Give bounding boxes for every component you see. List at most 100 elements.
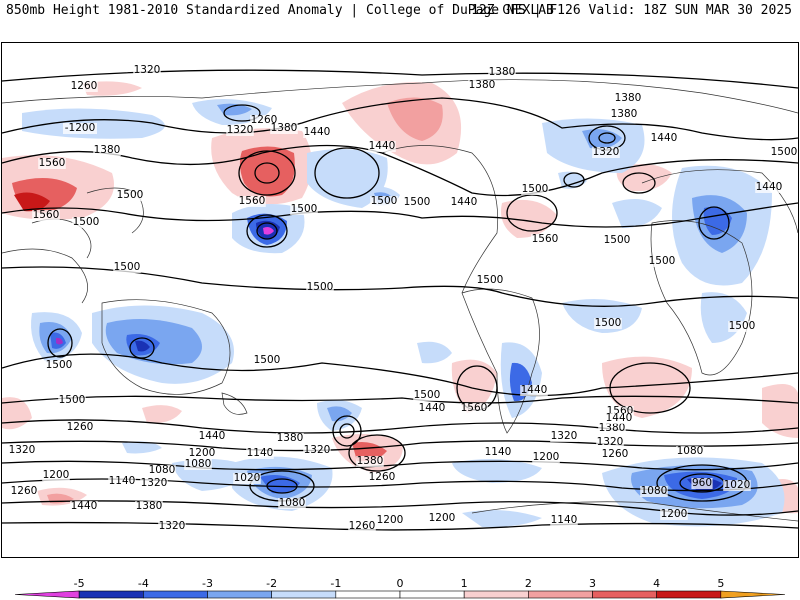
contour-label-bg <box>376 515 404 526</box>
height-contour <box>2 478 798 492</box>
contour-label: 1500 <box>117 189 144 201</box>
colorbar-tick-label: -2 <box>266 578 277 590</box>
contour-label: -1200 <box>65 122 96 134</box>
contour-label: 1080 <box>185 458 212 470</box>
anomaly-fill-pos <box>142 405 182 424</box>
height-contour <box>2 202 798 228</box>
contour-label-bg <box>63 123 97 134</box>
contour-label-bg <box>133 65 161 76</box>
contour-label-bg <box>148 465 176 476</box>
contour-label-bg <box>450 197 478 208</box>
contour-label-bg <box>594 318 622 329</box>
contour-label: 1500 <box>771 146 798 158</box>
anomaly-fill-pos <box>616 164 672 192</box>
contour-label: 1260 <box>349 520 376 532</box>
colorbar-swatch <box>592 590 657 599</box>
anomaly-fill-neg <box>612 199 662 228</box>
contour-label-bg <box>550 515 578 526</box>
contour-label: 1560 <box>33 209 60 221</box>
colorbar-arrow-right <box>720 590 786 599</box>
anomaly-fill-neg <box>562 299 642 333</box>
contour-label: 1380 <box>489 66 516 78</box>
contour-label-bg <box>270 123 298 134</box>
contour-label-bg <box>276 433 304 444</box>
height-contour <box>266 478 298 494</box>
contour-label-bg <box>278 498 306 509</box>
contour-label-bg <box>188 448 216 459</box>
contour-label: 1500 <box>254 354 281 366</box>
contour-label-bg <box>70 501 98 512</box>
contour-label: 1560 <box>461 402 488 414</box>
contour-label-bg <box>610 109 638 120</box>
height-contour <box>2 419 798 434</box>
anomaly-fill-pos <box>762 384 798 438</box>
contour-label-bg <box>45 360 73 371</box>
contour-label-bg <box>614 93 642 104</box>
contour-label: 960 <box>692 477 712 489</box>
contour-label-bg <box>601 449 629 460</box>
contour-label: 1500 <box>522 183 549 195</box>
contour-label-bg <box>135 501 163 512</box>
contour-label-bg <box>368 472 396 483</box>
contour-label: 1440 <box>451 196 478 208</box>
contour-label-bg <box>303 127 331 138</box>
contour-label: 1380 <box>357 455 384 467</box>
colorbar-swatch <box>335 590 401 599</box>
contour-label: 1380 <box>469 79 496 91</box>
height-contour <box>563 172 585 188</box>
height-contour <box>348 434 406 472</box>
contour-label-bg <box>550 431 578 442</box>
contour-label: 1200 <box>533 451 560 463</box>
contour-label: 1080 <box>641 485 668 497</box>
contour-label-bg <box>10 486 38 497</box>
contour-label-bg <box>484 447 512 458</box>
contour-label: 1380 <box>599 422 626 434</box>
coastline <box>471 501 798 522</box>
contour-label: 1020 <box>724 479 751 491</box>
height-contour <box>246 214 288 248</box>
contour-label: 1500 <box>649 255 676 267</box>
contour-label: 1320 <box>159 520 186 532</box>
contour-label-bg <box>8 445 36 456</box>
contour-label: 1320 <box>304 444 331 456</box>
colorbar-tick-label: -5 <box>74 578 85 590</box>
contour-label: 1320 <box>134 64 161 76</box>
contour-label-bg <box>58 395 86 406</box>
coastline-layer <box>2 79 798 522</box>
contour-label-bg <box>348 521 376 532</box>
anomaly-fill-neg <box>462 509 542 528</box>
contour-label-bg <box>66 422 94 433</box>
colorbar-tick-label: 3 <box>589 578 596 590</box>
contour-label: 1140 <box>485 446 512 458</box>
contour-label: 1500 <box>414 389 441 401</box>
coastline <box>461 288 540 434</box>
contour-label-bg <box>531 234 559 245</box>
contour-label: 1440 <box>304 126 331 138</box>
contour-label-bg <box>290 204 318 215</box>
colorbar-tick-label: 2 <box>525 578 532 590</box>
height-contour <box>2 460 798 471</box>
contour-label: 1260 <box>602 448 629 460</box>
contour-label-bg <box>532 452 560 463</box>
height-contour <box>2 440 798 452</box>
contour-label-bg <box>413 390 441 401</box>
anomaly-fill-pos <box>387 97 443 141</box>
contour-label: 1500 <box>404 196 431 208</box>
contour-label-bg <box>233 473 261 484</box>
contour-label: 1500 <box>604 234 631 246</box>
anomaly-fill-neg <box>700 292 747 343</box>
contour-label: 1440 <box>756 181 783 193</box>
contour-label-bg <box>226 125 254 136</box>
anomaly-fill-neg <box>263 227 274 235</box>
height-contour <box>2 395 798 404</box>
anomaly-fill-neg <box>122 441 162 454</box>
contour-label-bg <box>468 80 496 91</box>
contour-label: 1320 <box>9 444 36 456</box>
contour-label: 1380 <box>615 92 642 104</box>
coastline <box>221 392 248 415</box>
colorbar-swatch <box>207 590 272 599</box>
anomaly-fill-pos <box>501 199 557 238</box>
contour-label: 1560 <box>532 233 559 245</box>
height-contour <box>2 353 798 397</box>
